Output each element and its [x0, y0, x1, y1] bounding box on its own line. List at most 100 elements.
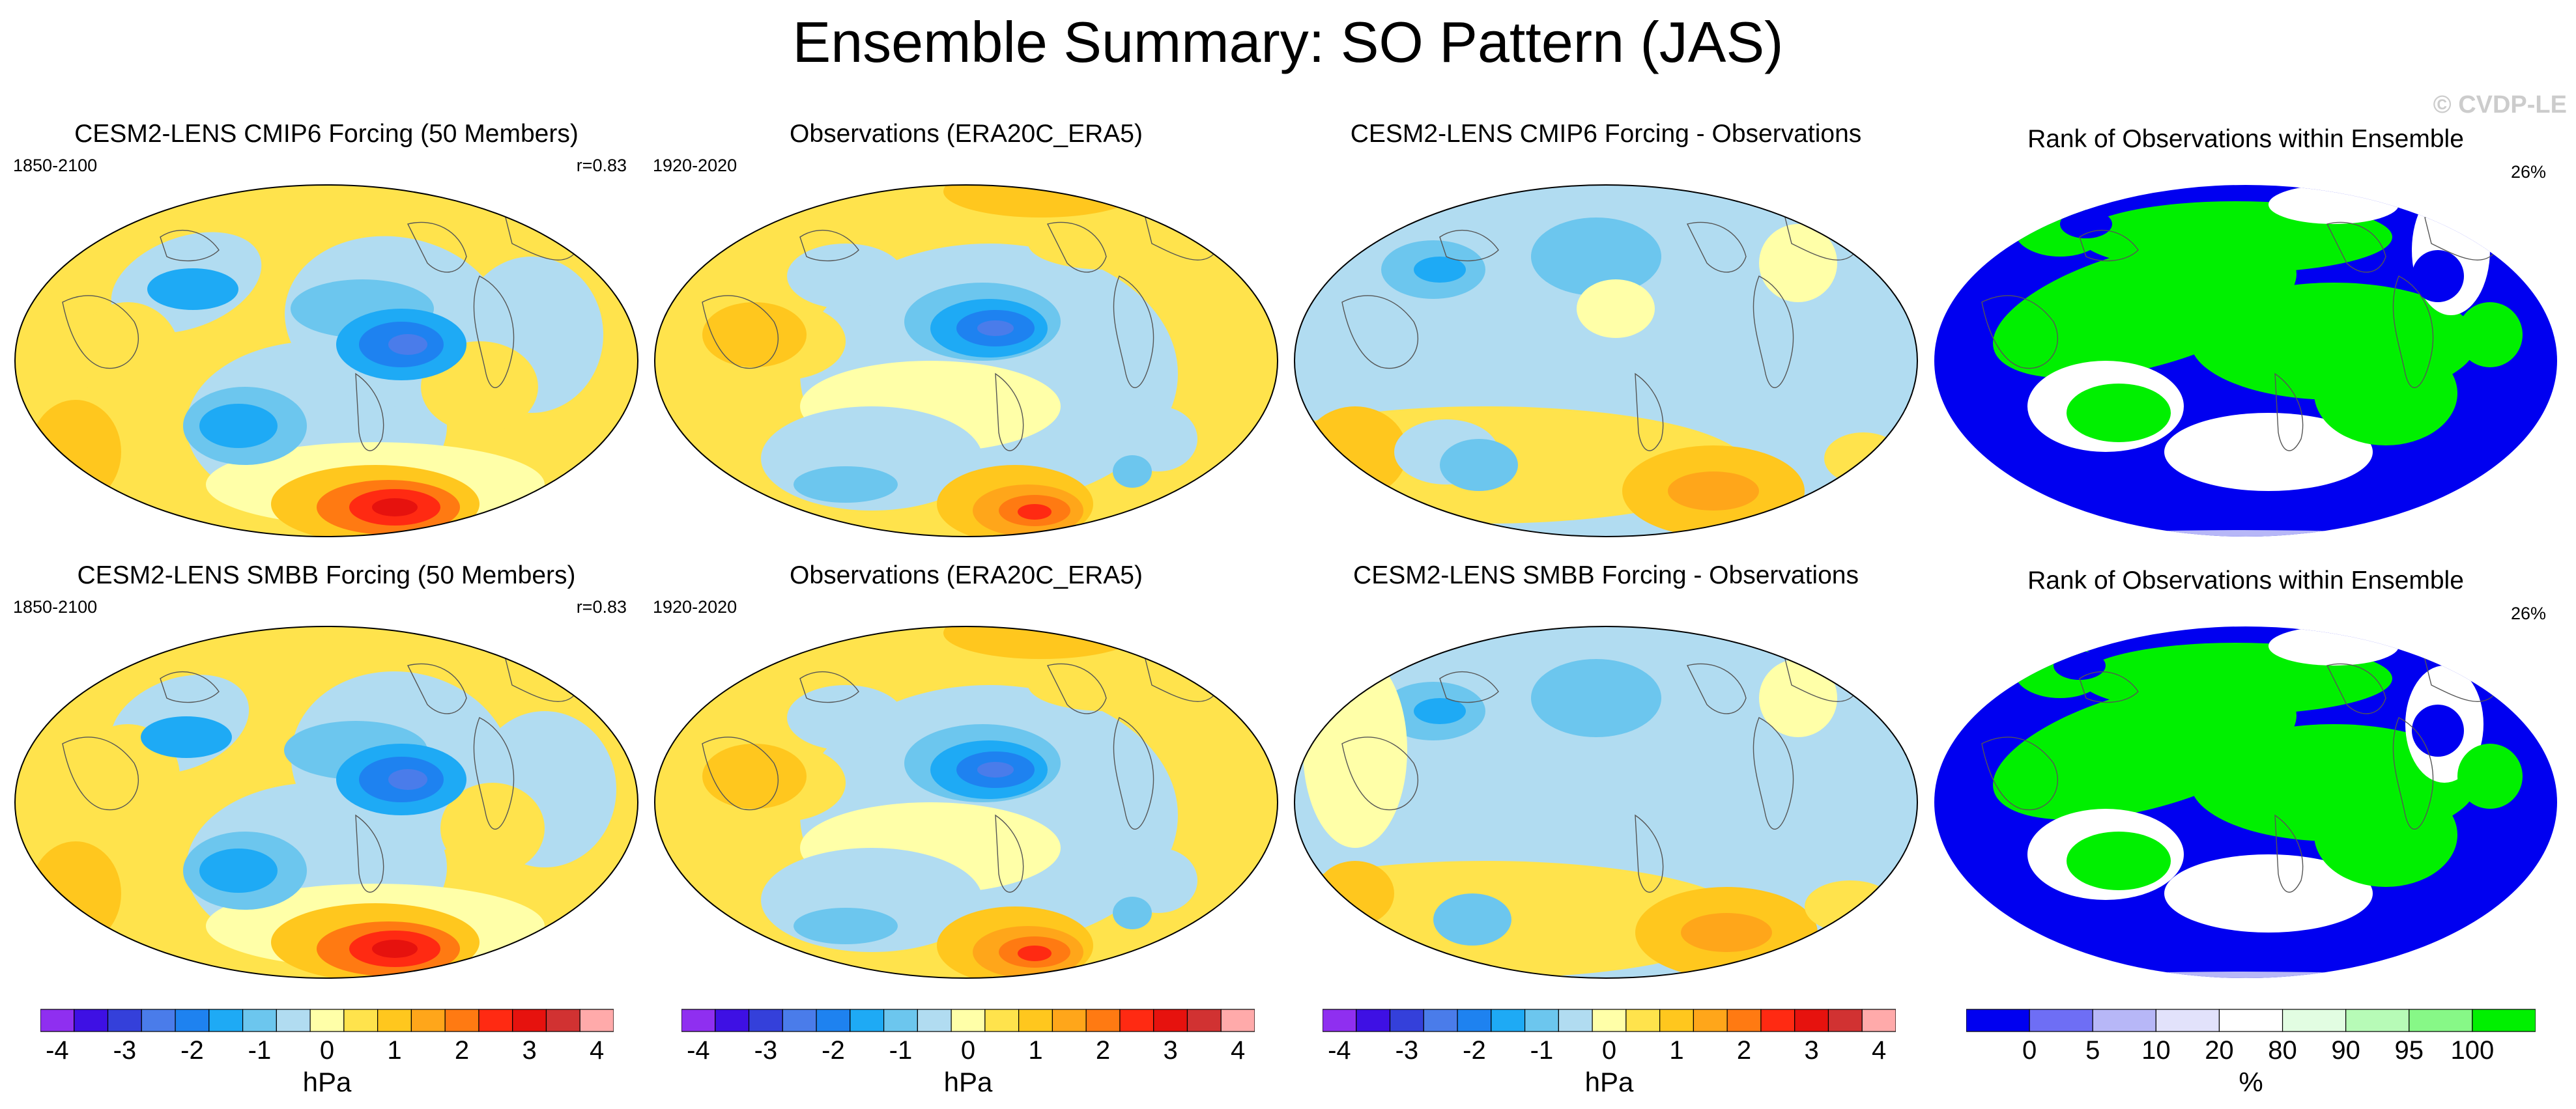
- map-contour: [147, 268, 238, 310]
- panel-smbb-pattern: CESM2-LENS SMBB Forcing (50 Members) 185…: [10, 560, 642, 990]
- colorbar-swatch: [1558, 1009, 1593, 1032]
- map-contour: [372, 498, 418, 516]
- map-contour: [372, 940, 418, 958]
- colorbar-swatch: [309, 1009, 345, 1032]
- map-field: [1295, 185, 1917, 537]
- colorbar-pattern-2: -4 -3 -2 -1 0 1 2 3 4 hPa: [681, 1008, 1255, 1099]
- panel-correlation: r=0.83: [576, 597, 627, 617]
- map-cmip6-minus-obs: [1294, 184, 1918, 537]
- panel-title: CESM2-LENS CMIP6 Forcing - Observations: [1350, 120, 1862, 148]
- colorbar-swatch: [1389, 1009, 1424, 1032]
- map-contour: [2164, 413, 2373, 491]
- colorbar-tick-label: -4: [46, 1036, 69, 1065]
- colorbar-tick-label: -1: [1530, 1036, 1554, 1065]
- colorbar-swatch: [1760, 1009, 1796, 1032]
- colorbar-swatch: [1592, 1009, 1627, 1032]
- map-border: [654, 626, 1278, 979]
- colorbar-swatch: [141, 1009, 176, 1032]
- colorbar-swatch: [1323, 1009, 1357, 1032]
- colorbar-tick-label: 2: [455, 1036, 469, 1065]
- map-contour: [1316, 861, 1394, 926]
- colorbar-units: hPa: [1584, 1067, 1634, 1097]
- map-contour: [1113, 455, 1152, 488]
- map-contour: [787, 685, 904, 750]
- map-contour: [2457, 744, 2523, 809]
- map-border: [14, 184, 638, 537]
- map-contour: [2314, 341, 2457, 445]
- map-contour: [794, 466, 898, 503]
- colorbar-tick-label: 3: [522, 1036, 536, 1065]
- map-field: [1295, 626, 1917, 978]
- map-contour: [30, 841, 121, 946]
- map-field: [655, 185, 1278, 537]
- colorbar-swatch: [2155, 1009, 2220, 1032]
- colorbar-swatch: [748, 1009, 783, 1032]
- colorbar-units: hPa: [302, 1067, 352, 1097]
- colorbar-swatch: [478, 1009, 513, 1032]
- colorbar-tick-label: 95: [2395, 1036, 2424, 1065]
- map-contour: [1934, 972, 2557, 978]
- colorbar-swatch: [1052, 1009, 1087, 1032]
- map-contour: [1759, 224, 1837, 302]
- colorbar-swatch: [545, 1009, 580, 1032]
- map-contour: [2314, 783, 2457, 887]
- colorbar-units: hPa: [943, 1067, 993, 1097]
- map-contour: [1018, 946, 1052, 961]
- colorbar-tick-label: -1: [889, 1036, 913, 1065]
- colorbar-swatch: [1153, 1009, 1188, 1032]
- map-field: [655, 626, 1278, 978]
- colorbar-swatch: [917, 1009, 952, 1032]
- colorbar-swatch: [2282, 1009, 2347, 1032]
- colorbar-tick-label: 4: [590, 1036, 604, 1065]
- colorbar-swatch: [1827, 1009, 1863, 1032]
- colorbar-swatch: [1794, 1009, 1829, 1032]
- panel-rank-percent: 26%: [2510, 162, 2546, 182]
- map-contour: [1531, 659, 1661, 737]
- map-contour: [2268, 185, 2399, 224]
- colorbar-swatch: [512, 1009, 547, 1032]
- coastlines: [62, 215, 578, 451]
- colorbar-swatch: [715, 1009, 750, 1032]
- panel-title: CESM2-LENS SMBB Forcing - Observations: [1353, 561, 1859, 589]
- panel-rank-percent: 26%: [2510, 604, 2546, 623]
- colorbar-swatch: [242, 1009, 277, 1032]
- colorbar-pattern-1: -4 -3 -2 -1 0 1 2 3 4 hPa: [40, 1008, 614, 1099]
- map-contour: [1805, 880, 1896, 933]
- map-contour: [2067, 832, 2171, 890]
- colorbar-swatch: [377, 1009, 412, 1032]
- colorbar-swatch: [1457, 1009, 1492, 1032]
- panel-title: Observations (ERA20C_ERA5): [790, 561, 1143, 589]
- map-contour: [787, 244, 904, 309]
- colorbar-tick-label: 0: [1602, 1036, 1616, 1065]
- colorbar-tick-label: 5: [2085, 1036, 2100, 1065]
- colorbar-tick-label: 0: [2022, 1036, 2037, 1065]
- map-contour: [1414, 698, 1466, 724]
- map-contour: [1113, 897, 1152, 929]
- colorbar-swatch: [850, 1009, 885, 1032]
- colorbar-swatch: [883, 1009, 918, 1032]
- colorbar-graphic: -4 -3 -2 -1 0 1 2 3 4: [681, 1009, 1255, 1065]
- colorbar-tick-label: 1: [387, 1036, 401, 1065]
- colorbar-tick-label: 80: [2268, 1036, 2297, 1065]
- map-rank-1: [1934, 185, 2557, 537]
- colorbar-tick-label: -2: [1463, 1036, 1486, 1065]
- colorbar-swatch: [1186, 1009, 1222, 1032]
- colorbar-swatch: [816, 1009, 851, 1032]
- colorbar-tick-label: 10: [2141, 1036, 2171, 1065]
- map-contour: [2060, 210, 2112, 238]
- colorbar-swatch: [984, 1009, 1020, 1032]
- map-contour: [2054, 651, 2106, 680]
- map-contour: [2164, 854, 2373, 933]
- panel-title: Rank of Observations within Ensemble: [2027, 567, 2464, 595]
- map-contour: [30, 400, 121, 504]
- colorbar-rank: 0 5 10 20 80 90 95 100 %: [1966, 1008, 2536, 1099]
- colorbar-tick-label: -3: [113, 1036, 137, 1065]
- panel-correlation: r=0.83: [576, 156, 627, 175]
- colorbar-swatch: [579, 1009, 614, 1032]
- colorbar-swatch: [1726, 1009, 1762, 1032]
- colorbar-tick-label: -2: [180, 1036, 204, 1065]
- colorbar-swatch: [1693, 1009, 1728, 1032]
- map-obs-pattern-1: [654, 184, 1278, 537]
- panel-years: 1920-2020: [653, 156, 737, 175]
- map-contour: [1824, 432, 1902, 484]
